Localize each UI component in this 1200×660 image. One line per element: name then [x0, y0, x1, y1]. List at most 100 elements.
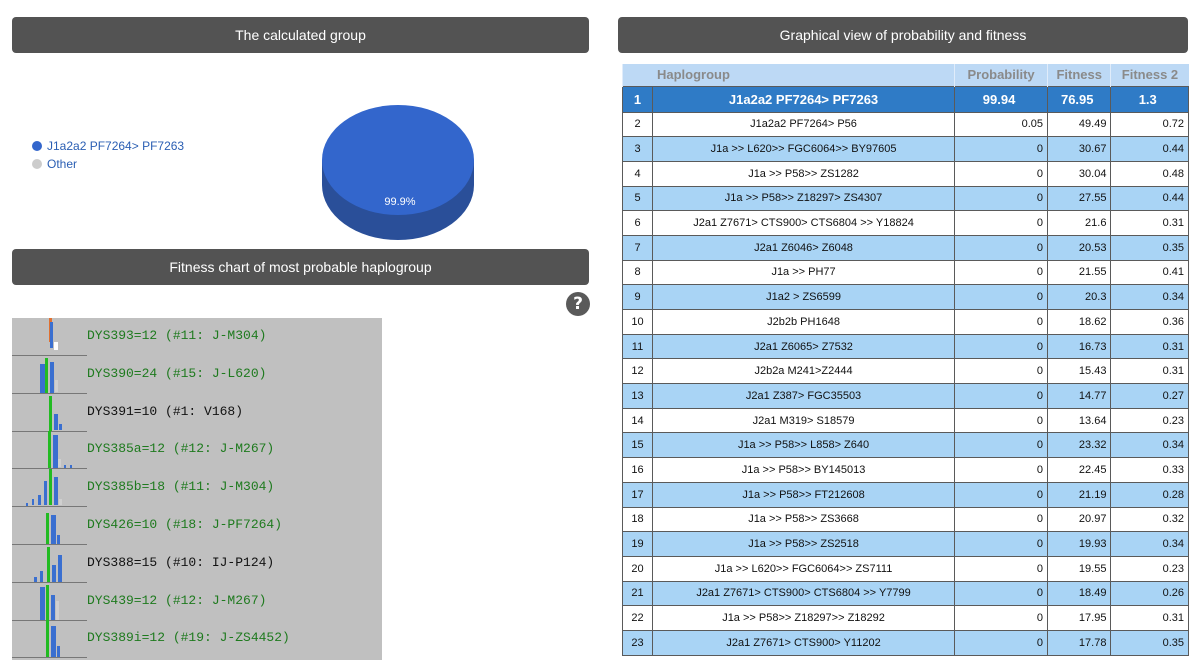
probability-cell: 0	[954, 185, 1049, 212]
fitness-cell: 21.19	[1047, 481, 1112, 508]
dys-bar	[54, 342, 58, 350]
fitness-cell: 18.62	[1047, 309, 1112, 335]
dys-bar	[46, 584, 49, 621]
row-index: 12	[622, 358, 653, 385]
dys-bar	[45, 357, 48, 394]
table-row[interactable]: 18 J1a >> P58>> ZS3668 0 20.97 0.32	[622, 506, 1189, 533]
table-row[interactable]: 16 J1a >> P58>> BY145013 0 22.45 0.33	[622, 457, 1189, 483]
fitness2-cell: 0.44	[1110, 185, 1189, 212]
table-row[interactable]: 1 J1a2a2 PF7264> PF7263 99.94 76.95 1.3	[622, 85, 1189, 113]
fitness2-cell: 0.27	[1110, 383, 1189, 409]
fitness-chart: DYS393=12 (#11: J-M304) DYS390=24 (#15: J…	[12, 318, 382, 660]
table-row[interactable]: 9 J1a2 > ZS6599 0 20.3 0.34	[622, 284, 1189, 310]
legend-dot-icon	[32, 141, 42, 151]
table-row[interactable]: 12 J2b2a M241>Z2444 0 15.43 0.31	[622, 358, 1189, 385]
table-row[interactable]: 13 J2a1 Z387> FGC35503 0 14.77 0.27	[622, 383, 1189, 409]
table-row[interactable]: 4 J1a >> P58>> ZS1282 0 30.04 0.48	[622, 160, 1189, 187]
haplogroup-cell: J2a1 Z387> FGC35503	[651, 383, 956, 409]
table-row[interactable]: 23 J2a1 Z7671> CTS900> Y11202 0 17.78 0.35	[622, 629, 1189, 656]
dys-bar	[58, 459, 61, 468]
dys-label: DYS391=10 (#1: V168)	[87, 403, 244, 419]
legend-item-other[interactable]: Other	[32, 155, 184, 173]
fitness-cell: 20.53	[1047, 234, 1112, 261]
dys-bar	[44, 481, 47, 506]
probability-cell: 0	[954, 605, 1049, 631]
haplogroup-cell: J2a1 Z7671> CTS900> CTS6804 >> Y18824	[651, 210, 956, 236]
table-row[interactable]: 5 J1a >> P58>> Z18297> ZS4307 0 27.55 0.44	[622, 185, 1189, 212]
dys-label: DYS439=12 (#12: J-M267)	[87, 592, 267, 608]
fitness2-cell: 0.48	[1110, 160, 1189, 187]
haplogroup-cell: J2b2b PH1648	[651, 309, 956, 335]
table-row[interactable]: 7 J2a1 Z6046> Z6048 0 20.53 0.35	[622, 234, 1189, 261]
table-row[interactable]: 20 J1a >> L620>> FGC6064>> ZS7111 0 19.55 0.…	[622, 555, 1189, 582]
fitness-cell: 20.97	[1047, 506, 1112, 533]
fitness-cell: 19.55	[1047, 555, 1112, 582]
row-index: 5	[622, 185, 653, 212]
table-row[interactable]: 2 J1a2a2 PF7264> P56 0.05 49.49 0.72	[622, 111, 1189, 138]
dys-baseline	[12, 430, 87, 432]
probability-cell: 0	[954, 284, 1049, 310]
fitness-cell: 20.3	[1047, 284, 1112, 310]
dys-bar	[50, 322, 53, 348]
table-row[interactable]: 6 J2a1 Z7671> CTS900> CTS6804 >> Y18824 0 2…	[622, 210, 1189, 236]
dys-row: DYS389i=12 (#19: J-ZS4452)	[12, 620, 382, 659]
fitness2-cell: 0.36	[1110, 309, 1189, 335]
table-row[interactable]: 19 J1a >> P58>> ZS2518 0 19.93 0.34	[622, 531, 1189, 557]
fitness2-cell: 0.31	[1110, 210, 1189, 236]
table-row[interactable]: 8 J1a >> PH77 0 21.55 0.41	[622, 259, 1189, 286]
fitness2-cell: 0.23	[1110, 555, 1189, 582]
haplogroup-cell: J2a1 Z7671> CTS900> CTS6804 >> Y7799	[651, 580, 956, 607]
col-fitness[interactable]: Fitness	[1047, 64, 1111, 86]
legend-item-haplogroup[interactable]: J1a2a2 PF7264> PF7263	[32, 137, 184, 155]
dys-label: DYS426=10 (#18: J-PF7264)	[87, 517, 283, 532]
dys-bar	[47, 546, 50, 583]
probability-cell: 0	[954, 580, 1049, 607]
pie-legend: J1a2a2 PF7264> PF7263 Other	[32, 137, 184, 173]
probability-cell: 0	[954, 481, 1049, 508]
pie-slice-haplogroup[interactable]	[322, 105, 474, 215]
fitness2-cell: 0.35	[1110, 629, 1189, 656]
fitness-cell: 27.55	[1047, 185, 1112, 212]
row-index: 16	[622, 457, 653, 483]
probability-cell: 0	[954, 407, 1049, 434]
table-row[interactable]: 21 J2a1 Z7671> CTS900> CTS6804 >> Y7799 0 1…	[622, 580, 1189, 607]
table-row[interactable]: 11 J2a1 Z6065> Z7532 0 16.73 0.31	[622, 333, 1189, 360]
dys-baseline	[12, 544, 87, 545]
probability-cell: 0	[954, 383, 1049, 409]
col-fitness2[interactable]: Fitness 2	[1110, 64, 1189, 86]
table-row[interactable]: 3 J1a >> L620>> FGC6064>> BY97605 0 30.67 0.…	[622, 136, 1189, 162]
legend-label: J1a2a2 PF7264> PF7263	[47, 139, 185, 153]
dys-baseline	[12, 468, 87, 470]
row-index: 21	[622, 580, 653, 607]
haplogroup-cell: J1a2 > ZS6599	[651, 284, 956, 310]
dys-bar	[58, 554, 62, 582]
dys-baseline	[12, 392, 87, 394]
fitness-cell: 30.04	[1047, 160, 1112, 187]
table-row[interactable]: 10 J2b2b PH1648 0 18.62 0.36	[622, 309, 1189, 335]
dys-bar	[59, 423, 62, 430]
haplogroup-cell: J2a1 Z7671> CTS900> Y11202	[651, 629, 956, 656]
table-row[interactable]: 15 J1a >> P58>> L858> Z640 0 23.32 0.34	[622, 432, 1189, 459]
row-index: 13	[622, 383, 653, 409]
dys-label: DYS385a=12 (#12: J-M267)	[87, 441, 275, 457]
col-probability[interactable]: Probability	[954, 64, 1048, 86]
haplogroup-cell: J1a2a2 PF7264> P56	[651, 111, 956, 138]
col-haplogroup[interactable]: Haplogroup	[622, 64, 955, 86]
haplogroup-cell: J1a >> L620>> FGC6064>> ZS7111	[651, 555, 956, 582]
dys-bar	[34, 576, 37, 582]
fitness2-cell: 0.72	[1110, 111, 1189, 138]
calculated-group-header: The calculated group	[12, 17, 589, 53]
fitness-cell: 16.73	[1047, 333, 1112, 360]
table-row[interactable]: 22 J1a >> P58>> Z18297>> Z18292 0 17.95 0.31	[622, 605, 1189, 631]
fitness2-cell: 0.32	[1110, 506, 1189, 533]
dys-bar	[52, 564, 56, 582]
help-icon[interactable]: ?	[566, 292, 590, 316]
dys-bar	[48, 431, 51, 470]
row-index: 4	[622, 160, 653, 187]
dys-row: DYS426=10 (#18: J-PF7264)	[12, 507, 382, 545]
table-row[interactable]: 17 J1a >> P58>> FT212608 0 21.19 0.28	[622, 481, 1189, 508]
table-row[interactable]: 14 J2a1 M319> S18579 0 13.64 0.23	[622, 407, 1189, 434]
fitness-cell: 17.95	[1047, 605, 1112, 631]
probability-cell: 0.05	[954, 111, 1049, 138]
probability-cell: 0	[954, 333, 1049, 360]
